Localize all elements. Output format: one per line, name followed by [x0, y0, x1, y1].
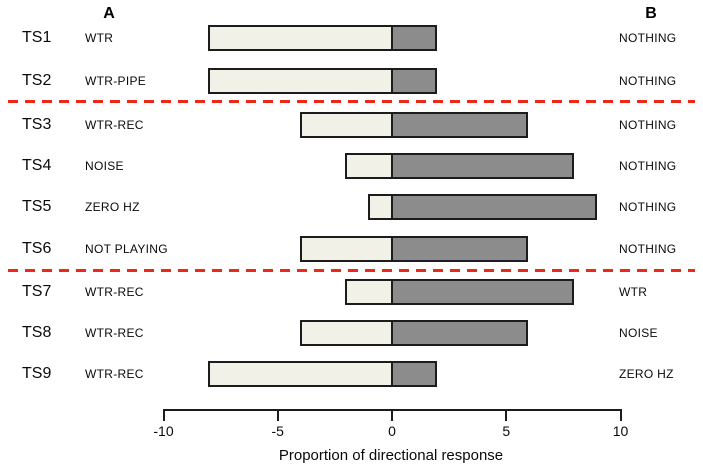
red-dashed-divider-after-ts2 [8, 100, 695, 103]
stimulus-b-label: WTR [619, 285, 648, 299]
bar-toward-a [345, 279, 391, 305]
stimulus-a-label: WTR-REC [85, 285, 144, 299]
bar-toward-b [391, 25, 437, 51]
stimulus-b-label: NOISE [619, 326, 658, 340]
x-axis-tick-label: 0 [388, 423, 396, 439]
trial-id-label: TS3 [22, 116, 52, 133]
trial-id-label: TS1 [22, 29, 52, 46]
x-axis-line [162, 409, 622, 411]
bar-toward-b [391, 361, 437, 387]
chart-row-ts2: TS2 WTR-PIPE NOTHING [0, 68, 703, 94]
stimulus-a-label: ZERO HZ [85, 200, 140, 214]
bar-toward-b [391, 194, 597, 220]
bar-toward-b [391, 68, 437, 94]
x-axis-tick-mark [391, 411, 393, 421]
stimulus-a-label: WTR-REC [85, 367, 144, 381]
bar-toward-b [391, 153, 574, 179]
bar-toward-b [391, 279, 574, 305]
chart-row-ts5: TS5 ZERO HZ NOTHING [0, 194, 703, 220]
bar-toward-a [208, 25, 391, 51]
bar-toward-a [299, 236, 391, 262]
bar-toward-a [208, 68, 391, 94]
x-axis-tick-mark [619, 411, 622, 421]
stimulus-b-label: NOTHING [619, 118, 677, 132]
bar-toward-b [391, 320, 529, 346]
stimulus-b-label: NOTHING [619, 159, 677, 173]
stimulus-a-label: WTR-REC [85, 326, 144, 340]
chart-row-ts6: TS6 NOT PLAYING NOTHING [0, 236, 703, 262]
x-axis-tick-mark [162, 411, 165, 421]
x-axis-tick-mark [505, 411, 508, 421]
x-axis-tick-label: 5 [502, 423, 511, 439]
stimulus-b-label: NOTHING [619, 242, 677, 256]
bar-toward-a [345, 153, 391, 179]
chart-row-ts8: TS8 WTR-REC NOISE [0, 320, 703, 346]
stimulus-a-label: WTR-PIPE [85, 74, 147, 88]
bar-toward-a [368, 194, 391, 220]
chart-row-ts7: TS7 WTR-REC WTR [0, 279, 703, 305]
bar-toward-a [299, 112, 391, 138]
stimulus-b-label: NOTHING [619, 200, 677, 214]
chart-row-ts1: TS1 WTR NOTHING [0, 25, 703, 51]
bar-toward-b [391, 236, 529, 262]
stimulus-b-label: ZERO HZ [619, 367, 674, 381]
bar-toward-a [299, 320, 391, 346]
stimulus-b-label: NOTHING [619, 31, 677, 45]
stimulus-a-label: WTR-REC [85, 118, 144, 132]
stimulus-b-label: NOTHING [619, 74, 677, 88]
column-a-header: A [103, 5, 115, 22]
stimulus-a-label: WTR [85, 31, 114, 45]
x-axis-tick-label: -10 [153, 423, 174, 439]
stimulus-a-label: NOT PLAYING [85, 242, 168, 256]
trial-id-label: TS5 [22, 198, 52, 215]
stimulus-a-label: NOISE [85, 159, 124, 173]
x-axis-title: Proportion of directional response [278, 447, 504, 464]
chart-row-ts9: TS9 WTR-REC ZERO HZ [0, 361, 703, 387]
trial-id-label: TS8 [22, 324, 52, 341]
trial-id-label: TS7 [22, 283, 52, 300]
trial-id-label: TS9 [22, 365, 52, 382]
chart-row-ts3: TS3 WTR-REC NOTHING [0, 112, 703, 138]
trial-id-label: TS4 [22, 157, 52, 174]
x-axis-tick-mark [276, 411, 279, 421]
chart-row-ts4: TS4 NOISE NOTHING [0, 153, 703, 179]
x-axis-tick-label: -5 [271, 423, 284, 439]
trial-id-label: TS6 [22, 240, 52, 257]
red-dashed-divider-after-ts6 [8, 269, 695, 272]
x-axis-tick-label: 10 [612, 423, 629, 439]
bar-toward-b [391, 112, 529, 138]
column-b-header: B [645, 5, 657, 22]
trial-id-label: TS2 [22, 72, 52, 89]
bar-toward-a [208, 361, 391, 387]
